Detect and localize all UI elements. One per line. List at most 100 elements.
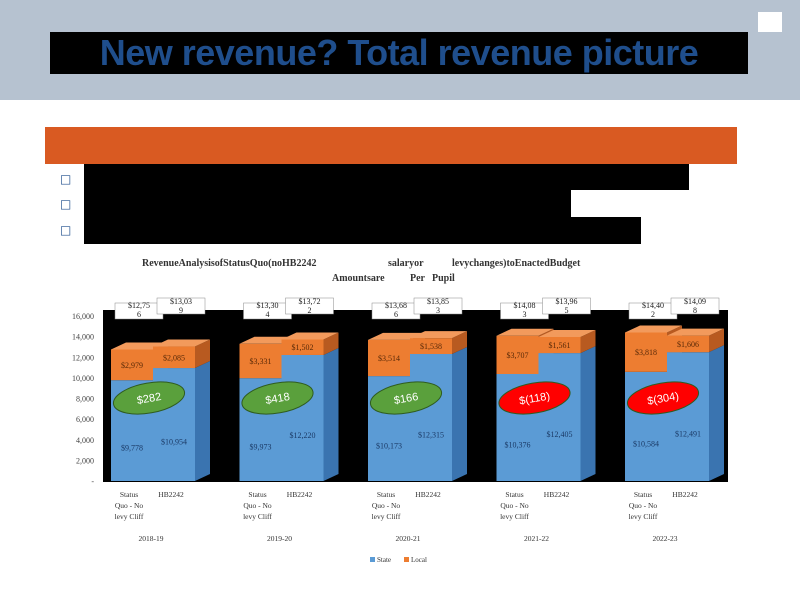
- chart-title-l1-mid: salaryor: [388, 258, 424, 269]
- total-value-label: 3: [436, 306, 440, 315]
- total-value-label: 2: [308, 306, 312, 315]
- difference-label: $(118): [518, 390, 551, 407]
- bar-category-label: HB2242: [544, 490, 570, 499]
- title-box: New revenue? Total revenue picture: [50, 32, 748, 74]
- total-label-box: [542, 297, 591, 315]
- legend-state-swatch: [370, 557, 375, 562]
- bullet-2-icon: □: [60, 197, 72, 211]
- bullet-3-icon: □: [60, 223, 72, 237]
- bar-category-label: Status: [248, 490, 266, 499]
- difference-label: $(304): [646, 390, 679, 407]
- state-bar-side: [452, 347, 467, 481]
- year-label: 2019-20: [267, 534, 292, 543]
- bar-category-label: HB2242: [415, 490, 441, 499]
- bar-category-label: levy Cliff: [243, 512, 272, 521]
- bar-category-label: Quo - No: [629, 501, 658, 510]
- total-label-box: [670, 297, 720, 315]
- local-bar: [111, 349, 153, 381]
- state-bar: [410, 354, 452, 481]
- difference-label: $166: [393, 391, 419, 407]
- state-value-label: $9,778: [121, 444, 143, 453]
- local-bar: [538, 336, 581, 354]
- local-value-label: $1,538: [420, 342, 442, 351]
- total-value-label: 6: [394, 310, 398, 319]
- y-tick-label: 2,000: [76, 456, 94, 465]
- legend-state-label: State: [377, 556, 391, 564]
- bar-category-label: Status: [505, 490, 523, 499]
- state-bar-side: [323, 347, 339, 481]
- state-bar-side: [195, 361, 210, 481]
- local-bar-top: [281, 332, 339, 340]
- total-value-label: $13,72: [299, 297, 321, 306]
- state-value-label: $10,376: [505, 440, 531, 449]
- local-bar-top: [625, 325, 682, 333]
- total-value-label: $14,40: [642, 301, 664, 310]
- local-value-label: $3,331: [250, 357, 272, 366]
- chart-title-l2-mid: Per: [410, 273, 425, 284]
- bar-category-label: HB2242: [672, 490, 698, 499]
- total-value-label: 4: [266, 310, 270, 319]
- year-label: 2022-23: [653, 534, 678, 543]
- total-value-label: $13,85: [427, 297, 449, 306]
- y-tick-label: 10,000: [72, 374, 94, 383]
- state-value-label: $12,405: [547, 430, 573, 439]
- total-value-label: 3: [523, 310, 527, 319]
- slide-title: New revenue? Total revenue picture: [99, 32, 699, 73]
- chart-title-l1-left: RevenueAnalysisofStatusQuo(noHB2242: [142, 258, 317, 269]
- total-value-label: 2: [651, 310, 655, 319]
- local-bar-side: [452, 331, 467, 355]
- y-tick-label: 16,000: [72, 312, 94, 321]
- y-tick-label: 12,000: [72, 353, 94, 362]
- total-value-label: 8: [693, 306, 697, 315]
- local-bar: [281, 339, 324, 355]
- corner-box: [758, 12, 782, 32]
- difference-ellipse: [626, 381, 700, 415]
- year-label: 2018-19: [139, 534, 164, 543]
- total-value-label: $13,30: [257, 301, 279, 310]
- bar-category-label: levy Cliff: [115, 512, 144, 521]
- bar-category-label: Quo - No: [372, 501, 401, 510]
- state-value-label: $10,173: [376, 442, 402, 451]
- local-value-label: $3,707: [507, 351, 529, 360]
- chart-title-l2-right: Pupil: [432, 273, 455, 284]
- total-value-label: $14,08: [514, 301, 536, 310]
- local-bar: [239, 343, 282, 379]
- state-value-label: $9,973: [250, 443, 272, 452]
- total-label-box: [413, 297, 463, 315]
- redacted-line-2: [84, 190, 571, 217]
- difference-ellipse: [241, 381, 314, 415]
- bar-category-label: levy Cliff: [500, 512, 529, 521]
- bar-category-label: levy Cliff: [372, 512, 401, 521]
- state-bar-side: [709, 345, 724, 481]
- bar-category-label: HB2242: [287, 490, 313, 499]
- local-bar-top: [153, 339, 210, 347]
- total-label-box: [156, 297, 206, 315]
- local-bar: [625, 332, 667, 372]
- total-label-box: [285, 297, 334, 315]
- y-tick-label: 6,000: [76, 415, 94, 424]
- state-bar-side: [580, 346, 596, 481]
- bullet-1-icon: □: [60, 172, 72, 186]
- local-bar-side: [709, 328, 724, 353]
- local-bar: [368, 339, 410, 377]
- local-bar-side: [323, 332, 339, 355]
- local-value-label: $3,818: [635, 348, 657, 357]
- bar-category-label: Quo - No: [500, 501, 529, 510]
- state-value-label: $10,954: [161, 438, 187, 447]
- year-label: 2021-22: [524, 534, 549, 543]
- bar-category-label: HB2242: [158, 490, 184, 499]
- local-bar: [496, 335, 539, 374]
- local-bar-side: [195, 339, 210, 369]
- state-value-label: $10,584: [633, 439, 659, 448]
- difference-label: $282: [136, 391, 162, 407]
- local-bar-top: [410, 331, 467, 339]
- local-value-label: $1,502: [292, 343, 314, 352]
- total-value-label: 6: [137, 310, 141, 319]
- local-bar-top: [667, 328, 724, 336]
- bar-category-label: Quo - No: [115, 501, 144, 510]
- legend-local-swatch: [404, 557, 409, 562]
- chart-title-l1-right: levychanges)toEnactedBudget: [452, 258, 581, 269]
- local-value-label: $3,514: [378, 354, 400, 363]
- local-value-label: $2,085: [163, 353, 185, 362]
- local-value-label: $1,561: [549, 341, 571, 350]
